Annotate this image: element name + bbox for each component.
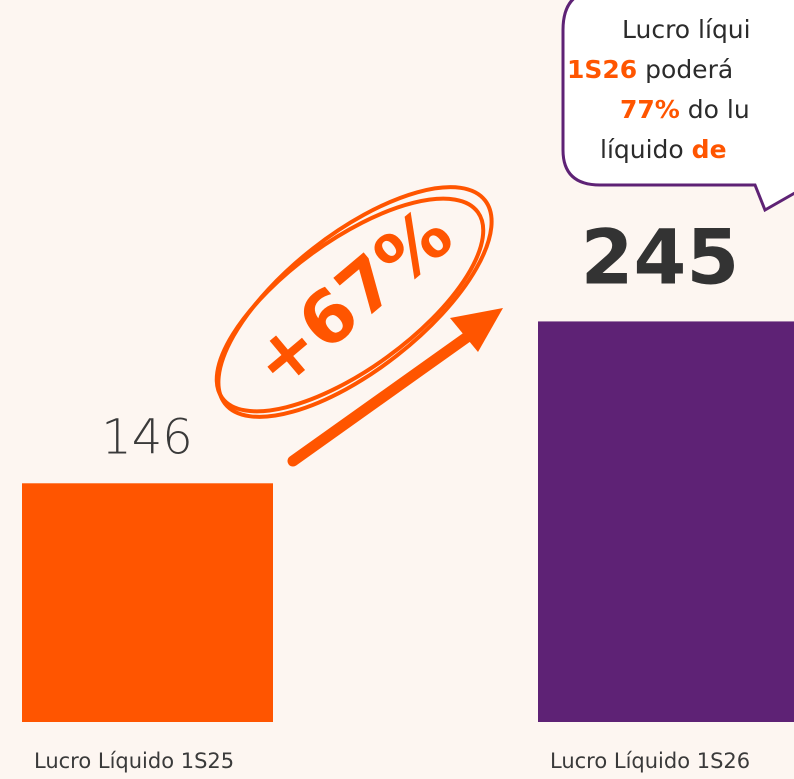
- x-tick-label: Lucro Líquido 1S25: [34, 749, 234, 773]
- value-label: 146: [101, 409, 193, 465]
- callout-line: Lucro líqui: [622, 15, 751, 44]
- callout-text: Lucro líqui: [622, 15, 751, 44]
- bar: [538, 321, 794, 722]
- bar: [22, 483, 273, 722]
- callout-text: poderá: [637, 55, 733, 84]
- callout-bubble: [561, 0, 794, 213]
- x-tick-label: Lucro Líquido 1S26: [550, 749, 750, 773]
- callout-line: líquido de: [600, 135, 727, 164]
- value-label: 245: [581, 212, 740, 301]
- callout-text: do lu: [680, 95, 750, 124]
- callout-line: 77% do lu: [620, 95, 750, 124]
- callout-text: 77%: [620, 95, 680, 124]
- growth-arrow: [287, 308, 503, 467]
- annotation-circle: [214, 185, 494, 419]
- callout-text: 1S26: [567, 55, 637, 84]
- callout-text: líquido: [600, 135, 692, 164]
- callout-text: de: [692, 135, 727, 164]
- callout-line: 1S26 poderá: [567, 55, 733, 84]
